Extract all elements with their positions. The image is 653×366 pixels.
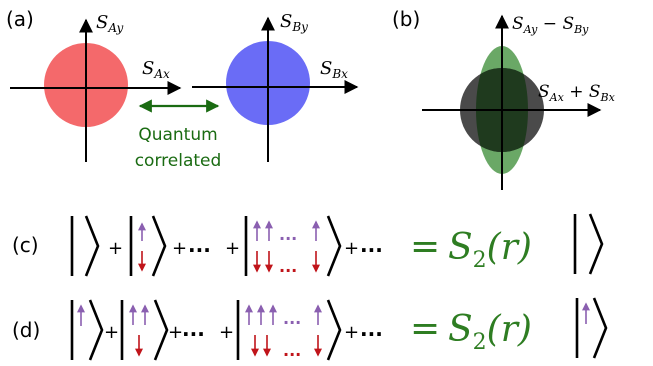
equals-sign: =	[410, 308, 440, 349]
caption-correlated: correlated	[135, 151, 222, 171]
plus: +	[168, 322, 183, 343]
panel-b-label: (b)	[392, 7, 420, 31]
panel-a: (a) SAy SAx SBy SBx Quantum correlated	[6, 7, 359, 171]
plus: +	[344, 322, 359, 343]
axis-label-x-sum: SAx + SBx	[538, 82, 616, 104]
equals-sign: =	[410, 226, 440, 267]
ket-vacuum-rhs	[573, 213, 604, 275]
ket-vacuum	[70, 215, 100, 277]
plus: +	[344, 238, 359, 259]
plus: +	[104, 322, 119, 343]
ket-single-up	[70, 299, 104, 361]
axis-label-s-ax: SAx	[142, 58, 170, 81]
ket-many-pairs-extra-up: ... ...	[236, 299, 342, 361]
row-d: (d) + + ... +	[12, 297, 608, 361]
row-c-label: (c)	[12, 233, 39, 257]
red-ellipsis: ...	[283, 341, 301, 360]
panel-a-label: (a)	[6, 7, 34, 31]
axis-label-y-diff: SAy − SBy	[512, 14, 589, 36]
row-d-label: (d)	[12, 318, 40, 342]
plus: +	[108, 238, 123, 259]
ket-single-up-rhs	[575, 297, 608, 359]
purple-ellipsis: ...	[283, 309, 301, 328]
axis-label-s-bx: SBx	[320, 58, 348, 81]
row-c: (c) + + ... + ...	[12, 213, 604, 277]
ellipsis: ...	[182, 317, 205, 341]
panel-b: (b) SAy − SBy SAx + SBx	[392, 7, 616, 190]
squeezing-operator: S2(r)	[448, 227, 532, 273]
axis-label-s-ay: SAy	[96, 12, 124, 35]
axis-label-s-by: SBy	[280, 11, 308, 34]
ket-one-pair	[129, 215, 167, 277]
caption-quantum: Quantum	[138, 125, 217, 145]
plus: +	[172, 238, 187, 259]
ket-many-pairs: ... ...	[244, 215, 342, 277]
squeezing-operator: S2(r)	[448, 309, 532, 355]
ellipsis: ...	[360, 233, 383, 257]
plus: +	[225, 238, 240, 259]
ket-two-up-one-down	[120, 299, 169, 361]
ellipsis: ...	[360, 317, 383, 341]
purple-ellipsis: ...	[279, 225, 297, 244]
plus: +	[219, 322, 234, 343]
red-ellipsis: ...	[279, 257, 297, 276]
ellipsis: ...	[188, 233, 211, 257]
